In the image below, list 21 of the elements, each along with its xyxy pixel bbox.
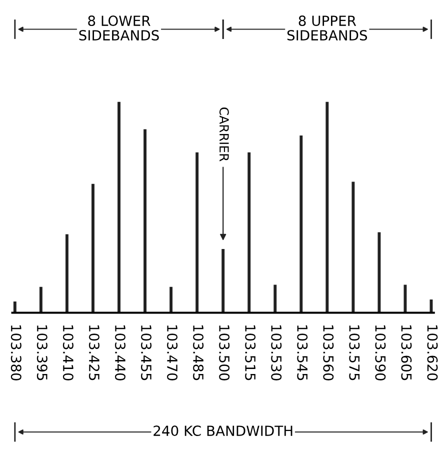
x-tick-label: 103.470 [167,325,178,380]
x-tick-label: 103.380 [10,325,22,380]
x-tick-label: 103.425 [88,325,100,380]
x-tick-label: 103.500 [219,325,230,380]
x-tick-label: 103.485 [193,325,204,380]
text: 8 LOWER SIDEBANDS [79,16,159,41]
x-tick-label: 103.605 [401,325,412,380]
x-tick-label: 103.620 [427,325,438,380]
x-tick-label: 103.455 [140,325,152,380]
text: 8 UPPER SIDEBANDS [287,16,368,41]
x-tick-label: 103.560 [323,325,334,380]
annotation: CARRIER [219,108,229,162]
x-tick-label: 103.530 [271,325,282,380]
x-tick-label: 103.395 [36,325,48,380]
x-tick-label: 103.515 [245,325,256,380]
text: 240 KC BANDWIDTH [154,426,292,436]
x-tick-label: 103.410 [62,325,74,380]
x-tick-label: 103.545 [297,325,308,380]
x-tick-label: 103.575 [349,325,360,380]
x-tick-label: 103.440 [114,325,126,380]
x-tick-label: 103.590 [375,325,386,380]
